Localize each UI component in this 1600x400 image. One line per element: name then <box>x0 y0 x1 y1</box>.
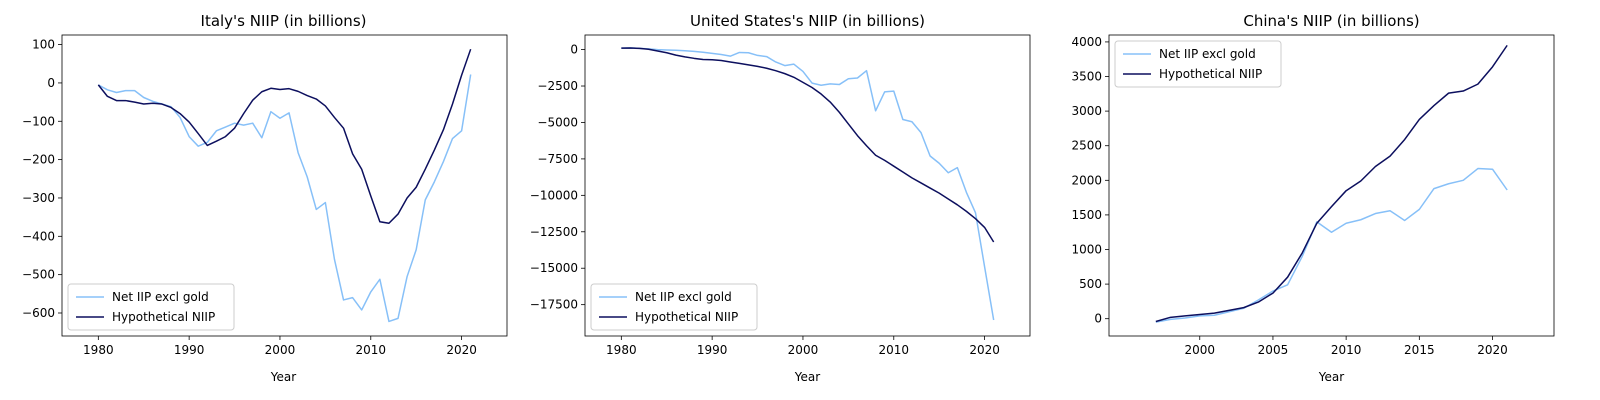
chart-panel-china: China's NIIP (in billions) Year 2000 2005… <box>1071 12 1555 384</box>
series-line-hypothetical-niip <box>621 47 995 243</box>
series-line-net-iip-excl-gold <box>1155 167 1508 323</box>
axes-frame <box>1108 34 1555 337</box>
axes-frame <box>584 34 1031 337</box>
y-tick-label: −100 <box>22 114 55 128</box>
chart-panel-united-states: United States's NIIP (in billions) Year … <box>530 12 1031 384</box>
y-tick-label: 3000 <box>1071 104 1102 118</box>
y-tick-label: −2500 <box>537 79 578 93</box>
y-tick-label: −15000 <box>530 261 578 275</box>
chart-title: United States's NIIP (in billions) <box>690 12 925 30</box>
y-tick-label: 0 <box>570 43 578 57</box>
y-tick-label: 2500 <box>1071 139 1102 153</box>
y-tick-label: −300 <box>22 191 55 205</box>
legend-box <box>1114 40 1282 88</box>
y-tick-label: 2000 <box>1071 173 1102 187</box>
series-line-hypothetical-niip <box>97 48 472 225</box>
x-tick-label: 2000 <box>788 343 819 357</box>
y-tick-label: 1500 <box>1071 208 1102 222</box>
x-tick-label: 1990 <box>174 343 205 357</box>
series-line-hypothetical-niip <box>1155 44 1508 323</box>
y-tick-label: 0 <box>47 76 55 90</box>
series-line-net-iip-excl-gold <box>621 47 995 321</box>
legend: Net IIP excl gold Hypothetical NIIP <box>67 283 235 331</box>
x-tick-label: 2005 <box>1258 343 1289 357</box>
x-tick-label: 1980 <box>83 343 114 357</box>
legend-label: Hypothetical NIIP <box>635 310 738 324</box>
y-tick-label: 0 <box>1094 312 1102 326</box>
y-tick-label: 1000 <box>1071 243 1102 257</box>
x-tick-label: 2010 <box>879 343 910 357</box>
y-tick-label: −12500 <box>530 225 578 239</box>
legend-label: Net IIP excl gold <box>635 290 732 304</box>
y-tick-label: −17500 <box>530 298 578 312</box>
y-tick-label: −5000 <box>537 115 578 129</box>
x-tick-label: 2020 <box>1477 343 1508 357</box>
legend-label: Hypothetical NIIP <box>112 310 215 324</box>
x-tick-label: 2020 <box>969 343 1000 357</box>
x-axis-label: Year <box>794 370 820 384</box>
y-tick-label: 3500 <box>1071 70 1102 84</box>
legend-label: Net IIP excl gold <box>112 290 209 304</box>
x-tick-label: 1980 <box>606 343 637 357</box>
y-tick-label: 100 <box>32 38 55 52</box>
y-tick-label: −400 <box>22 229 55 243</box>
chart-panel-italy: Italy's NIIP (in billions) Year 1980 1990… <box>22 12 508 384</box>
axes-frame <box>61 34 508 337</box>
y-tick-label: −500 <box>22 268 55 282</box>
x-tick-label: 2000 <box>1184 343 1215 357</box>
x-tick-label: 2015 <box>1404 343 1435 357</box>
x-tick-label: 2020 <box>446 343 477 357</box>
y-tick-label: −10000 <box>530 188 578 202</box>
y-tick-label: −200 <box>22 153 55 167</box>
chart-title: Italy's NIIP (in billions) <box>201 12 367 30</box>
y-tick-label: −600 <box>22 306 55 320</box>
x-tick-label: 2000 <box>265 343 296 357</box>
legend-box <box>590 283 758 331</box>
legend-label: Hypothetical NIIP <box>1159 67 1262 81</box>
x-tick-label: 2010 <box>1331 343 1362 357</box>
y-tick-label: −7500 <box>537 152 578 166</box>
y-tick-label: 4000 <box>1071 35 1102 49</box>
x-axis-label: Year <box>270 370 296 384</box>
legend: Net IIP excl gold Hypothetical NIIP <box>1114 40 1282 88</box>
x-tick-label: 1990 <box>697 343 728 357</box>
chart-title: China's NIIP (in billions) <box>1243 12 1419 30</box>
x-axis-label: Year <box>1318 370 1344 384</box>
y-tick-label: 500 <box>1079 277 1102 291</box>
legend: Net IIP excl gold Hypothetical NIIP <box>590 283 758 331</box>
legend-box <box>67 283 235 331</box>
x-tick-label: 2010 <box>356 343 387 357</box>
legend-label: Net IIP excl gold <box>1159 47 1256 61</box>
